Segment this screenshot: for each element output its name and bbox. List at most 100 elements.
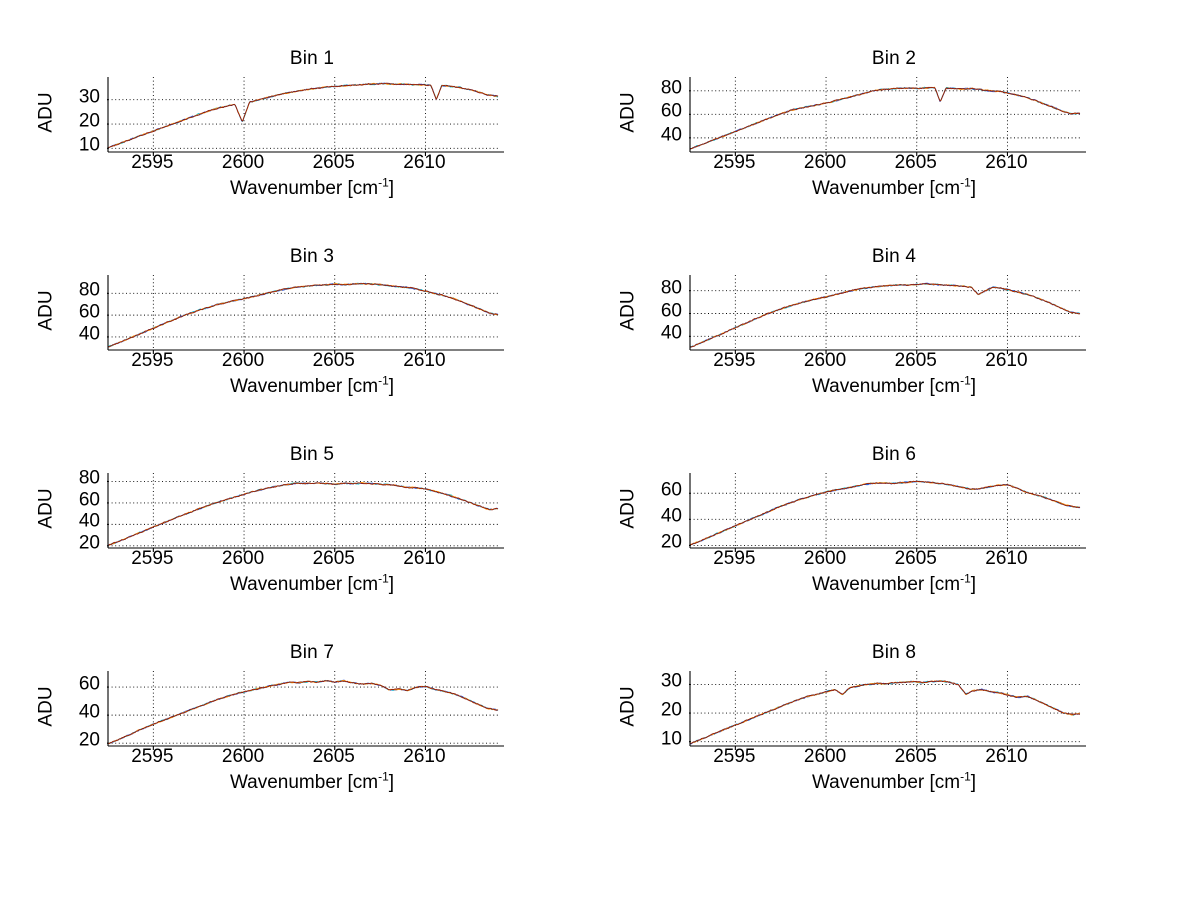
spectrum-trace [107, 282, 499, 348]
spectrum-traces [107, 679, 499, 745]
y-tick-label: 80 [78, 279, 100, 301]
y-tick-labels: 20 40 60 [56, 670, 104, 750]
plot-area [689, 472, 1086, 552]
y-tick-label: 60 [78, 489, 100, 511]
spectrum-trace [689, 480, 1081, 546]
x-tick-label: 2605 [894, 350, 937, 371]
x-tick-label: 2600 [803, 152, 847, 173]
y-tick-label: 40 [660, 322, 682, 344]
y-tick-label: 80 [660, 277, 682, 299]
y-tick-label: 30 [78, 86, 100, 108]
x-axis-label-text: Wavenumber [cm [811, 574, 961, 595]
x-axis-label-text: Wavenumber [cm [229, 772, 379, 793]
spectrum-trace [689, 680, 1081, 744]
spectrum-trace [107, 680, 499, 745]
subplot-title: Bin 6 [871, 444, 917, 465]
x-axis-label-bracket: ] [388, 178, 395, 199]
plot-svg [689, 275, 1086, 354]
x-axis-label-exponent: -1 [960, 175, 971, 190]
y-axis-label-text: ADU [618, 686, 639, 727]
x-tick-label: 2610 [985, 746, 1028, 767]
spectrum-trace [689, 680, 1081, 744]
x-axis-label-bracket: ] [388, 772, 395, 793]
x-axis-label-bracket: ] [388, 574, 395, 595]
x-tick-label: 2595 [713, 350, 756, 371]
y-axis-label-text: ADU [36, 488, 57, 529]
x-axis-label: Wavenumber [cm-1] [594, 175, 1194, 200]
subplot-title: Bin 5 [289, 444, 335, 465]
y-tick-label: 80 [660, 77, 682, 99]
y-tick-label: 40 [78, 701, 100, 723]
y-tick-label: 60 [78, 673, 100, 695]
x-axis-label-text: Wavenumber [cm [229, 376, 379, 397]
x-axis-label: Wavenumber [cm-1] [594, 573, 1194, 596]
x-axis-label-bracket: ] [388, 376, 395, 397]
subplot-panel-1: Bin 1 ADU 10 20 30 2595 2600 2605 2610 Wavenumber… [12, 48, 612, 248]
plot-svg [107, 275, 504, 354]
x-axis-label-text: Wavenumber [cm [229, 178, 379, 199]
x-tick-label: 2600 [803, 746, 847, 767]
x-tick-label: 2605 [312, 746, 355, 767]
x-tick-label: 2600 [803, 548, 847, 569]
subplot-panel-8: Bin 8 ADU 10 20 30 2595 2600 2605 2610 Wavenumber… [594, 642, 1194, 842]
x-tick-label: 2610 [985, 350, 1028, 371]
gridlines [108, 473, 498, 548]
x-tick-label: 2595 [131, 152, 174, 173]
x-axis-label-exponent: -1 [378, 571, 389, 586]
plot-area [107, 274, 504, 354]
plot-area [689, 76, 1086, 156]
x-tick-label: 2600 [221, 548, 265, 569]
y-tick-label: 20 [660, 699, 682, 721]
subplot-title: Bin 2 [871, 48, 917, 69]
y-tick-label: 20 [78, 729, 100, 751]
gridlines [690, 77, 1080, 152]
x-tick-label: 2595 [713, 746, 756, 767]
spectrum-traces [689, 680, 1081, 745]
x-tick-label: 2600 [221, 746, 265, 767]
plot-area [689, 670, 1086, 750]
spectrum-traces [689, 480, 1081, 546]
x-axis-label: Wavenumber [cm-1] [12, 373, 612, 398]
y-tick-label: 80 [78, 467, 100, 489]
subplot-title: Bin 7 [289, 642, 335, 663]
spectrum-trace [689, 87, 1081, 150]
y-tick-label: 60 [660, 100, 682, 122]
y-tick-labels: 40 60 80 [638, 274, 686, 347]
gridlines [108, 671, 498, 746]
spectrum-trace [689, 680, 1081, 745]
y-tick-labels: 10 20 30 [56, 76, 104, 155]
x-tick-labels: 2595 2600 2605 2610 [689, 548, 1079, 572]
x-tick-label: 2595 [131, 746, 174, 767]
x-tick-label: 2605 [312, 548, 355, 569]
x-tick-label: 2610 [403, 350, 446, 371]
y-tick-labels: 20 40 60 80 [56, 467, 104, 552]
subplot-panel-5: Bin 5 ADU 20 40 60 80 2595 2600 2605 2610 Wavenumb… [12, 444, 612, 644]
x-tick-labels: 2595 2600 2605 2610 [107, 152, 497, 176]
x-axis-label-text: Wavenumber [cm [811, 772, 961, 793]
spectrum-trace [689, 86, 1081, 150]
y-tick-labels: 10 20 30 [638, 670, 686, 748]
x-tick-labels: 2595 2600 2605 2610 [689, 350, 1079, 374]
gridlines [108, 77, 498, 152]
x-axis-label: Wavenumber [cm-1] [594, 769, 1194, 794]
subplot-title: Bin 4 [871, 246, 917, 267]
y-tick-label: 10 [660, 728, 682, 750]
subplot-title: Bin 8 [871, 642, 917, 663]
x-tick-label: 2605 [894, 152, 937, 173]
y-tick-label: 60 [660, 300, 682, 321]
y-tick-label: 20 [78, 532, 100, 554]
x-axis-label-exponent: -1 [960, 769, 971, 784]
y-tick-label: 10 [78, 134, 100, 156]
y-tick-label: 20 [78, 110, 100, 132]
x-tick-label: 2600 [221, 152, 265, 173]
x-tick-label: 2605 [312, 152, 355, 173]
y-tick-label: 20 [660, 531, 682, 553]
x-tick-label: 2610 [403, 548, 446, 569]
spectrum-trace [107, 82, 499, 149]
x-axis-label-exponent: -1 [378, 373, 389, 388]
plot-area [689, 274, 1086, 354]
x-tick-label: 2600 [803, 350, 847, 371]
spectrum-trace [107, 482, 499, 546]
y-tick-label: 60 [660, 479, 682, 501]
spectrum-traces [107, 282, 499, 348]
